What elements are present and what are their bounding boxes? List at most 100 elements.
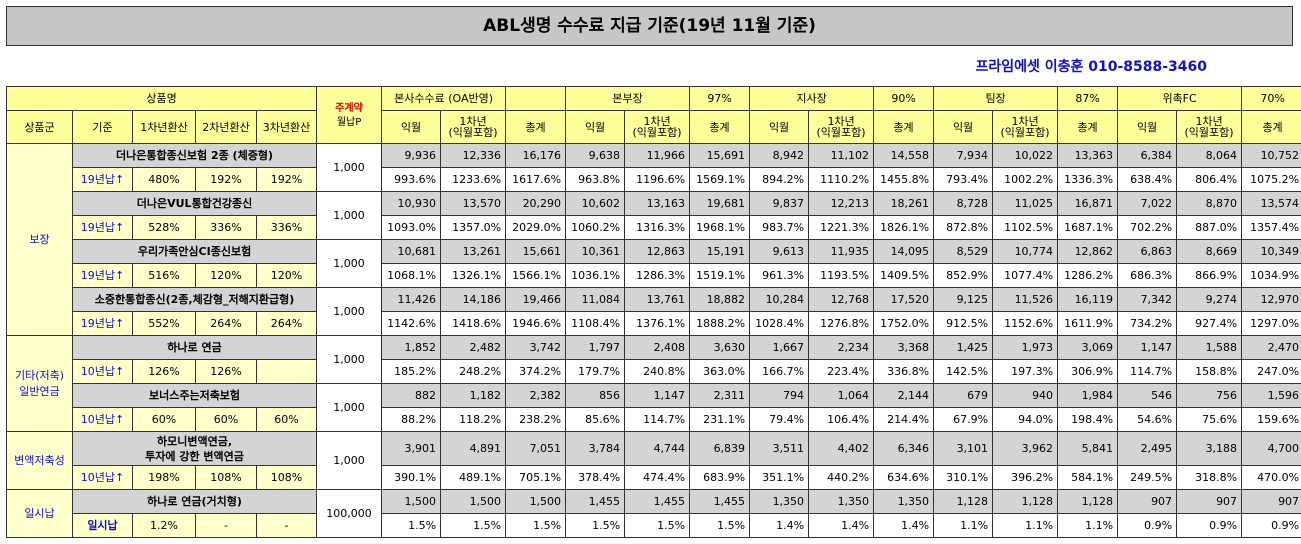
commission-amount: 1,128 [1057,489,1119,514]
premium-value: 1,000 [316,239,383,288]
commission-rate: 961.3% [749,263,810,288]
commission-amount: 5,841 [1057,431,1119,466]
col-header-y3: 3차년환산 [255,110,318,144]
commission-amount: 18,261 [873,191,935,216]
commission-amount: 1,455 [565,489,626,514]
commission-rate: 240.8% [624,359,691,384]
commission-rate: 912.5% [933,311,994,336]
commission-rate: 1142.6% [381,311,442,336]
commission-amount: 8,669 [1176,239,1243,264]
commission-amount: 13,570 [440,191,507,216]
commission-rate: 1.4% [873,513,935,538]
col-header-year1-a: 1차년 [459,115,487,128]
col-header-y1: 1차년환산 [132,110,196,144]
premium-value: 1,000 [316,191,383,240]
commission-amount: 3,630 [689,335,751,360]
commission-rate: 85.6% [565,407,626,432]
commission-rate: 159.6% [1241,407,1301,432]
section-fc-header: 위촉FC [1117,86,1243,111]
commission-rate: 702.2% [1117,215,1178,240]
col-header-year1-b: (익월포함) [1000,126,1050,139]
commission-rate: 179.7% [565,359,626,384]
section-team-pct: 87% [1057,86,1119,111]
standard-value: 19년납↑ [72,263,133,288]
commission-rate: 1108.4% [565,311,626,336]
commission-rate: 1566.1% [505,263,567,288]
commission-amount: 10,602 [565,191,626,216]
commission-amount: 6,346 [873,431,935,466]
commission-rate: 248.2% [440,359,507,384]
group-label: 변액저축성 [6,431,73,490]
commission-amount: 1,596 [1241,383,1301,408]
section-division-header: 본부장 [565,86,691,111]
standard-value: 19년납↑ [72,167,133,192]
commission-amount: 907 [1241,489,1301,514]
commission-rate: 1326.1% [440,263,507,288]
commission-rate: 686.3% [1117,263,1178,288]
rate-row: 10년납↑ 60% 60% 60% 88.2% 118.2% 238.2% 85.6% 114.… [7,407,1301,432]
commission-amount: 1,797 [565,335,626,360]
commission-rate: 1034.9% [1241,263,1301,288]
standard-value: 10년납↑ [72,407,133,432]
product-row: 기타(저축) 일반연금 하나로 연금 1,000 1,852 2,482 3,742 1,7… [6,335,1301,432]
commission-rate: 1093.0% [381,215,442,240]
commission-amount: 1,588 [1176,335,1243,360]
commission-rate: 1418.6% [440,311,507,336]
commission-rate: 1752.0% [873,311,935,336]
commission-rate: 310.1% [933,465,994,490]
commission-amount: 2,311 [689,383,751,408]
commission-amount: 13,761 [624,287,691,312]
commission-amount: 3,368 [873,335,935,360]
standard-value: 19년납↑ [72,215,133,240]
commission-rate: 363.0% [689,359,751,384]
rate-row: 10년납↑ 126% 126% 185.2% 248.2% 374.2% 179.7% 240… [7,359,1301,384]
commission-rate: 866.9% [1176,263,1243,288]
premium-value: 100,000 [316,489,383,538]
section-division-pct: 97% [689,86,751,111]
commission-rate: 1336.3% [1057,167,1119,192]
rate-row: 10년납↑ 198% 108% 108% 390.1% 489.1% 705.1% 378.4… [7,465,1301,490]
commission-rate: 1077.4% [992,263,1059,288]
rate-row: 일시납 1.2% - -1.5% 1.5% 1.5% 1.5% 1.5% 1.5% 1.4% 1.4… [7,513,1301,538]
commission-rate: 1.5% [565,513,626,538]
commission-rate: 158.8% [1176,359,1243,384]
conversion-y2: 120% [195,263,257,288]
standard-value: 일시납 [72,513,133,538]
commission-rate: 231.1% [689,407,751,432]
commission-amount: 16,119 [1057,287,1119,312]
commission-amount: 1,182 [440,383,507,408]
conversion-y1: 552% [132,311,196,336]
commission-rate: 198.4% [1057,407,1119,432]
conversion-y1: 126% [132,359,196,384]
commission-rate: 1409.5% [873,263,935,288]
product-row: 변액저축성 하모니변액연금, 투자에 강한 변액연금 1,000 3,901 4,891… [6,431,1301,490]
commission-amount: 3,069 [1057,335,1119,360]
commission-amount: 856 [565,383,626,408]
rate-row: 19년납↑ 516% 120% 120% 1068.1% 1326.1% 1566.1% 10… [7,263,1301,288]
commission-rate: 734.2% [1117,311,1178,336]
commission-rate: 396.2% [992,465,1059,490]
commission-amount: 3,742 [505,335,567,360]
commission-rate: 887.0% [1176,215,1243,240]
commission-amount: 2,495 [1117,431,1178,466]
col-header-year1-b: (익월포함) [632,126,682,139]
col-header-month: 익월 [1117,110,1178,144]
commission-rate: 1075.2% [1241,167,1301,192]
commission-rate: 166.7% [749,359,810,384]
commission-amount: 12,863 [624,239,691,264]
commission-rate: 1968.1% [689,215,751,240]
commission-rate: 983.7% [749,215,810,240]
commission-amount: 11,084 [565,287,626,312]
commission-amount: 1,852 [381,335,442,360]
commission-amount: 9,837 [749,191,810,216]
commission-rate: 1152.6% [992,311,1059,336]
commission-rate: 1.4% [808,513,875,538]
commission-rate: 374.2% [505,359,567,384]
product-row: 보장 더나은통합종신보험 2종 (체증형) 1,000 9,936 12,336 16,1… [6,143,1301,336]
commission-amount: 11,102 [808,143,875,168]
col-header-year1-a: 1차년 [827,115,855,128]
col-header-month: 익월 [565,110,626,144]
commission-rate: 1.5% [381,513,442,538]
col-header-year1-a: 1차년 [1011,115,1039,128]
commission-rate: 1193.5% [808,263,875,288]
